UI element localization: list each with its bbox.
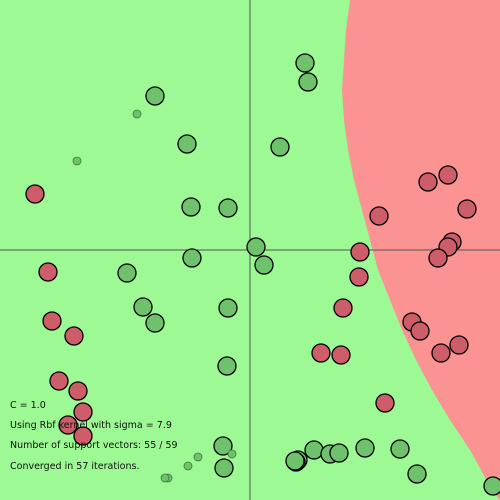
positive-point bbox=[132, 109, 142, 119]
negative-point bbox=[350, 242, 370, 262]
positive-point bbox=[72, 156, 82, 166]
positive-point bbox=[227, 449, 237, 459]
negative-point bbox=[349, 267, 369, 287]
positive-point bbox=[218, 198, 238, 218]
positive-point bbox=[407, 464, 427, 484]
negative-point bbox=[438, 165, 458, 185]
negative-point bbox=[73, 426, 93, 446]
negative-point bbox=[428, 248, 448, 268]
positive-point bbox=[217, 356, 237, 376]
positive-point bbox=[304, 440, 324, 460]
positive-point bbox=[214, 458, 234, 478]
negative-point bbox=[68, 381, 88, 401]
positive-point bbox=[117, 263, 137, 283]
positive-point bbox=[254, 255, 274, 275]
positive-point bbox=[133, 297, 153, 317]
negative-point bbox=[73, 402, 93, 422]
negative-point bbox=[333, 298, 353, 318]
positive-point bbox=[483, 476, 500, 496]
positive-point bbox=[193, 452, 203, 462]
negative-point bbox=[49, 371, 69, 391]
positive-point bbox=[246, 237, 266, 257]
negative-point bbox=[64, 326, 84, 346]
negative-point bbox=[431, 343, 451, 363]
negative-point bbox=[42, 311, 62, 331]
negative-point bbox=[38, 262, 58, 282]
positive-point bbox=[390, 439, 410, 459]
negative-point bbox=[369, 206, 389, 226]
positive-point bbox=[182, 248, 202, 268]
positive-point bbox=[145, 313, 165, 333]
positive-point bbox=[329, 443, 349, 463]
positive-point bbox=[213, 436, 233, 456]
positive-point bbox=[218, 298, 238, 318]
negative-point bbox=[457, 199, 477, 219]
positive-point bbox=[295, 53, 315, 73]
positive-point bbox=[270, 137, 290, 157]
negative-point bbox=[311, 343, 331, 363]
negative-point bbox=[410, 321, 430, 341]
positive-point bbox=[145, 86, 165, 106]
positive-point bbox=[355, 438, 375, 458]
positive-point bbox=[181, 197, 201, 217]
data-points bbox=[25, 53, 500, 496]
negative-point bbox=[58, 415, 78, 435]
negative-point bbox=[449, 335, 469, 355]
positive-point bbox=[177, 134, 197, 154]
negative-point bbox=[418, 172, 438, 192]
negative-point bbox=[375, 393, 395, 413]
negative-point bbox=[25, 184, 45, 204]
positive-point bbox=[285, 451, 305, 471]
positive-point bbox=[298, 72, 318, 92]
positive-point bbox=[160, 473, 170, 483]
positive-point bbox=[183, 461, 193, 471]
negative-point bbox=[331, 345, 351, 365]
